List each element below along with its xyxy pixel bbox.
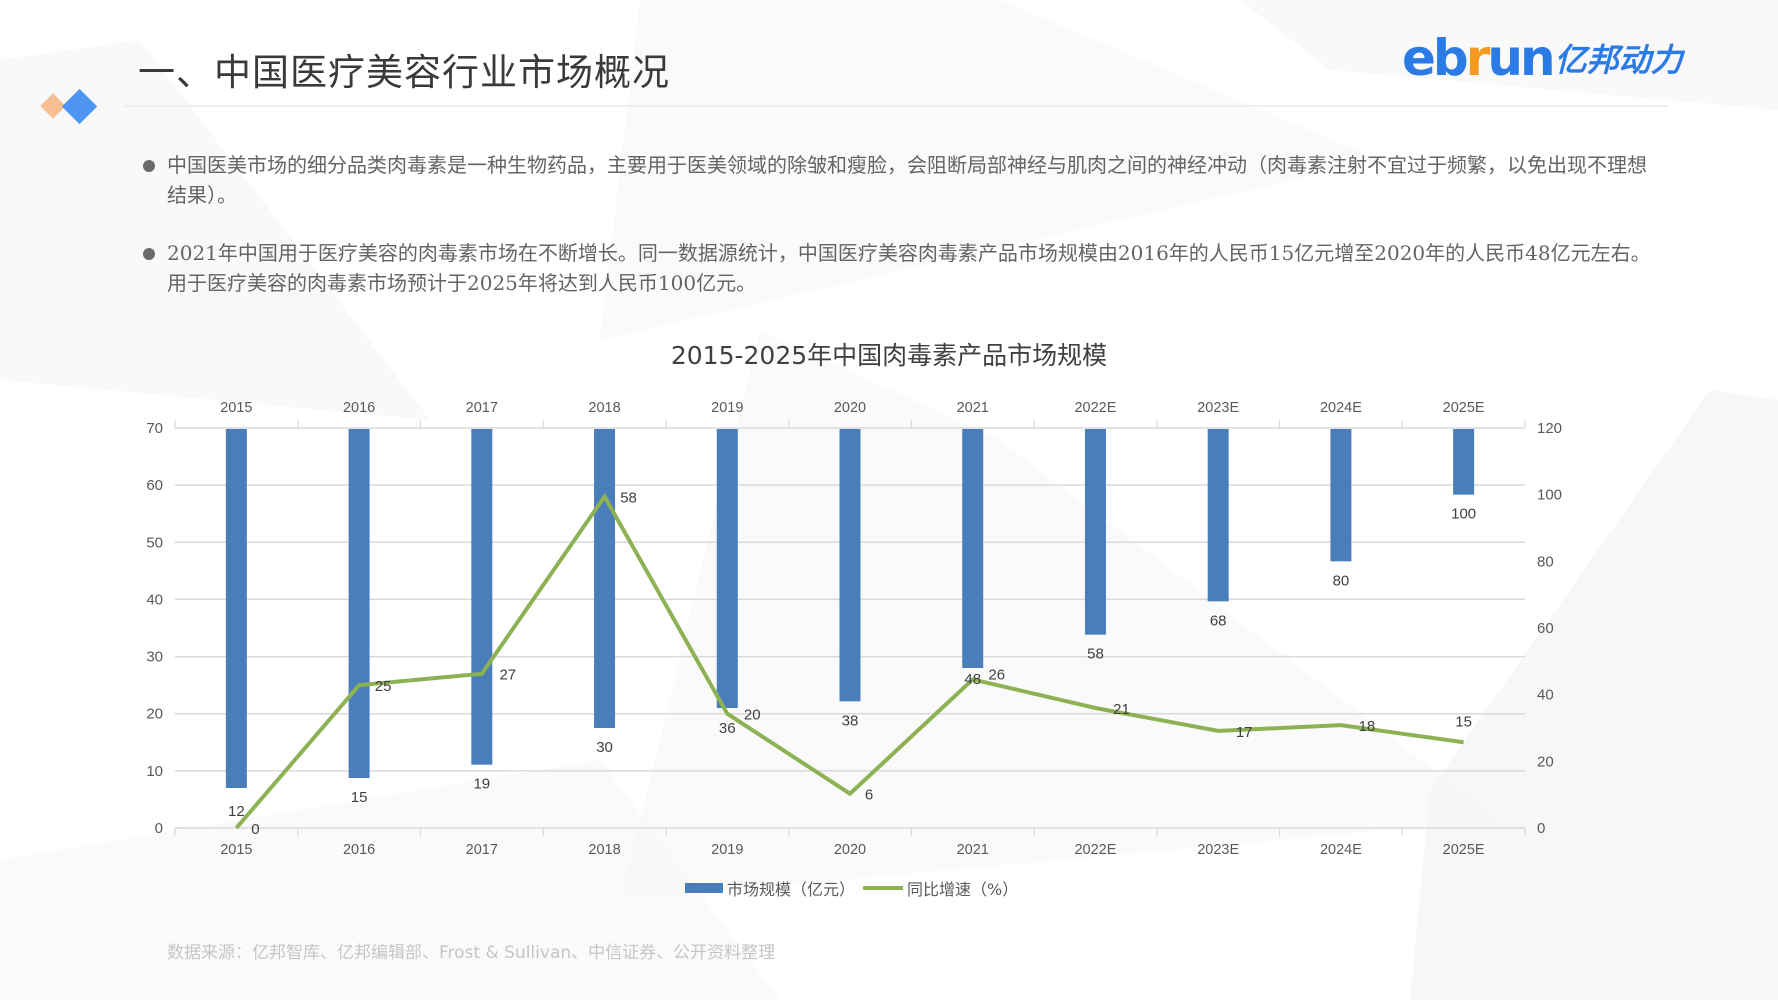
bullet-item: 中国医美市场的细分品类肉毒素是一种生物药品，主要用于医美领域的除皱和瘦脸，会阻断… (140, 150, 1660, 210)
right-axis-tick: 120 (1537, 420, 1562, 437)
bottom-category-label: 2015 (220, 842, 252, 858)
top-category-label: 2021 (957, 400, 989, 416)
line-value-label: 0 (251, 821, 259, 838)
legend-bar-label: 市场规模（亿元） (727, 880, 856, 899)
line-value-label: 17 (1236, 724, 1253, 741)
line-value-label: 58 (620, 490, 637, 507)
logo-wordmark: ebrun (1402, 29, 1556, 87)
right-axis-tick: 60 (1537, 620, 1554, 637)
line-value-label: 21 (1113, 701, 1130, 718)
top-category-label: 2015 (220, 400, 252, 416)
data-labels: 12 15 19 30 36 38 48 58 68 80 100 0 25 27 58 20 6 26 21 17 1… (228, 490, 1476, 838)
brand-logo: ebrun 亿邦动力 (1402, 30, 1683, 86)
bar (962, 429, 984, 668)
line-value-label: 20 (744, 707, 761, 724)
bar-value-label: 100 (1451, 506, 1476, 523)
legend-line-label: 同比增速（%） (907, 880, 1019, 899)
bar-value-label: 48 (964, 671, 981, 688)
bottom-category-label: 2017 (466, 842, 498, 858)
bar (1330, 429, 1352, 562)
legend-bar-swatch-icon (685, 883, 723, 893)
left-axis-tick: 0 (155, 820, 163, 837)
bottom-category-label: 2023E (1197, 842, 1239, 858)
right-axis-tick: 20 (1537, 753, 1554, 770)
bar-value-label: 19 (473, 776, 490, 793)
header-divider (124, 105, 1667, 107)
left-axis-tick: 60 (146, 477, 163, 494)
line-series (234, 492, 1464, 830)
bottom-category-label: 2020 (834, 842, 866, 858)
right-axis-tick: 100 (1537, 487, 1562, 504)
bottom-category-label: 2021 (957, 842, 989, 858)
right-axis-tick: 0 (1537, 820, 1545, 837)
bottom-category-label: 2018 (588, 842, 620, 858)
chart-legend: 市场规模（亿元） 同比增速（%） (685, 876, 1018, 900)
bar-value-label: 58 (1087, 646, 1104, 663)
bar (716, 429, 738, 708)
top-category-label: 2019 (711, 400, 743, 416)
top-category-label: 2017 (466, 400, 498, 416)
right-axis-tick: 40 (1537, 687, 1554, 704)
bottom-category-label: 2016 (343, 842, 375, 858)
bar (594, 429, 616, 728)
left-axis-tick: 10 (146, 763, 163, 780)
left-axis-tick: 50 (146, 534, 163, 551)
bar-value-label: 36 (719, 720, 736, 737)
chart-title: 2015-2025年中国肉毒素产品市场规模 (670, 341, 1108, 370)
chart-axes: 0102030405060700204060801001202015201520… (146, 400, 1562, 858)
line-value-label: 18 (1359, 718, 1376, 735)
bullet-dot-icon (143, 160, 155, 172)
left-axis-tick: 40 (146, 591, 163, 608)
bullet-dot-icon (143, 248, 155, 260)
bar (1453, 429, 1475, 495)
bar (471, 429, 493, 765)
data-source-note: 数据来源：亿邦智库、亿邦编辑部、Frost & Sullivan、中信证券、公开… (167, 943, 776, 963)
summary-bullets: 中国医美市场的细分品类肉毒素是一种生物药品，主要用于医美领域的除皱和瘦脸，会阻断… (140, 150, 1660, 326)
left-axis-tick: 70 (146, 420, 163, 437)
top-category-label: 2020 (834, 400, 866, 416)
left-axis-tick: 30 (146, 649, 163, 666)
bar-value-label: 15 (351, 789, 368, 806)
line-value-label: 26 (988, 666, 1005, 683)
line-value-label: 27 (499, 667, 516, 684)
bottom-category-label: 2022E (1074, 842, 1116, 858)
bar-value-label: 80 (1333, 572, 1350, 589)
bullet-text: 中国医美市场的细分品类肉毒素是一种生物药品，主要用于医美领域的除皱和瘦脸，会阻断… (167, 153, 1647, 207)
bottom-category-label: 2019 (711, 842, 743, 858)
bottom-category-label: 2024E (1320, 842, 1362, 858)
bullet-text: 2021年中国用于医疗美容的肉毒素市场在不断增长。同一数据源统计，中国医疗美容肉… (167, 241, 1651, 295)
bar-value-label: 30 (596, 739, 613, 756)
top-category-label: 2023E (1197, 400, 1239, 416)
legend-line-swatch-icon (863, 886, 904, 890)
line-value-label: 6 (865, 787, 873, 804)
logo-chinese-name: 亿邦动力 (1554, 41, 1683, 79)
bar-value-label: 68 (1210, 612, 1227, 629)
bar (1084, 429, 1106, 635)
top-category-label: 2018 (588, 400, 620, 416)
right-axis-tick: 80 (1537, 553, 1554, 570)
bar (839, 429, 861, 702)
bottom-category-label: 2025E (1443, 842, 1485, 858)
left-axis-tick: 20 (146, 706, 163, 723)
bar-value-label: 12 (228, 803, 245, 820)
top-category-label: 2022E (1074, 400, 1116, 416)
top-category-label: 2016 (343, 400, 375, 416)
bar-value-label: 38 (842, 712, 859, 729)
bar (1207, 429, 1229, 602)
line-value-label: 15 (1455, 713, 1472, 730)
growth-line (234, 492, 1464, 830)
bullet-item: 2021年中国用于医疗美容的肉毒素市场在不断增长。同一数据源统计，中国医疗美容肉… (140, 238, 1660, 298)
bar-series (225, 429, 1475, 788)
top-category-label: 2024E (1320, 400, 1362, 416)
top-category-label: 2025E (1443, 400, 1485, 416)
bar (225, 429, 247, 788)
page-title: 一、中国医疗美容行业市场概况 (138, 51, 670, 94)
line-value-label: 25 (375, 678, 392, 695)
bar (348, 429, 370, 778)
